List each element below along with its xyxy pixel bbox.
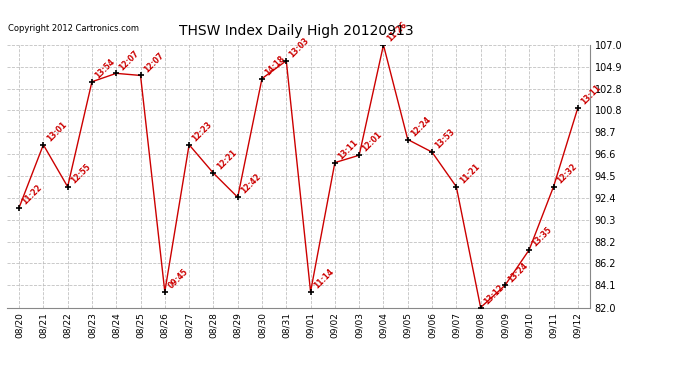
Text: 12:55: 12:55 [69,162,92,185]
Text: Copyright 2012 Cartronics.com: Copyright 2012 Cartronics.com [8,24,139,33]
Text: 11:26: 11:26 [385,20,408,44]
Text: 13:11: 13:11 [336,138,359,161]
Text: 09:45: 09:45 [166,267,190,290]
Text: 11:21: 11:21 [457,162,481,185]
Text: 11:22: 11:22 [21,183,44,206]
Text: 13:53: 13:53 [433,128,457,151]
Text: 12:21: 12:21 [215,148,238,172]
Text: 12:24: 12:24 [409,115,433,138]
Text: 13:54: 13:54 [93,57,117,80]
Text: 12:23: 12:23 [190,120,214,143]
Text: 12:07: 12:07 [142,51,166,74]
Text: 13:35: 13:35 [531,225,554,248]
Text: 11:14: 11:14 [312,267,335,290]
Text: 12:42: 12:42 [239,172,262,196]
Text: 12:32: 12:32 [555,162,578,185]
Text: 13:01: 13:01 [45,120,68,143]
Text: 13:11: 13:11 [579,83,602,106]
Text: 12:01: 12:01 [361,130,384,154]
Text: THSW Index Daily High 20120913: THSW Index Daily High 20120913 [179,24,414,38]
Text: 14:18: 14:18 [264,54,287,77]
Text: 13:03: 13:03 [288,36,311,59]
Text: THSW  (°F): THSW (°F) [607,29,670,39]
Text: 13:24: 13:24 [506,261,530,284]
Text: 12:07: 12:07 [117,48,141,72]
Text: 13:12: 13:12 [482,283,506,306]
